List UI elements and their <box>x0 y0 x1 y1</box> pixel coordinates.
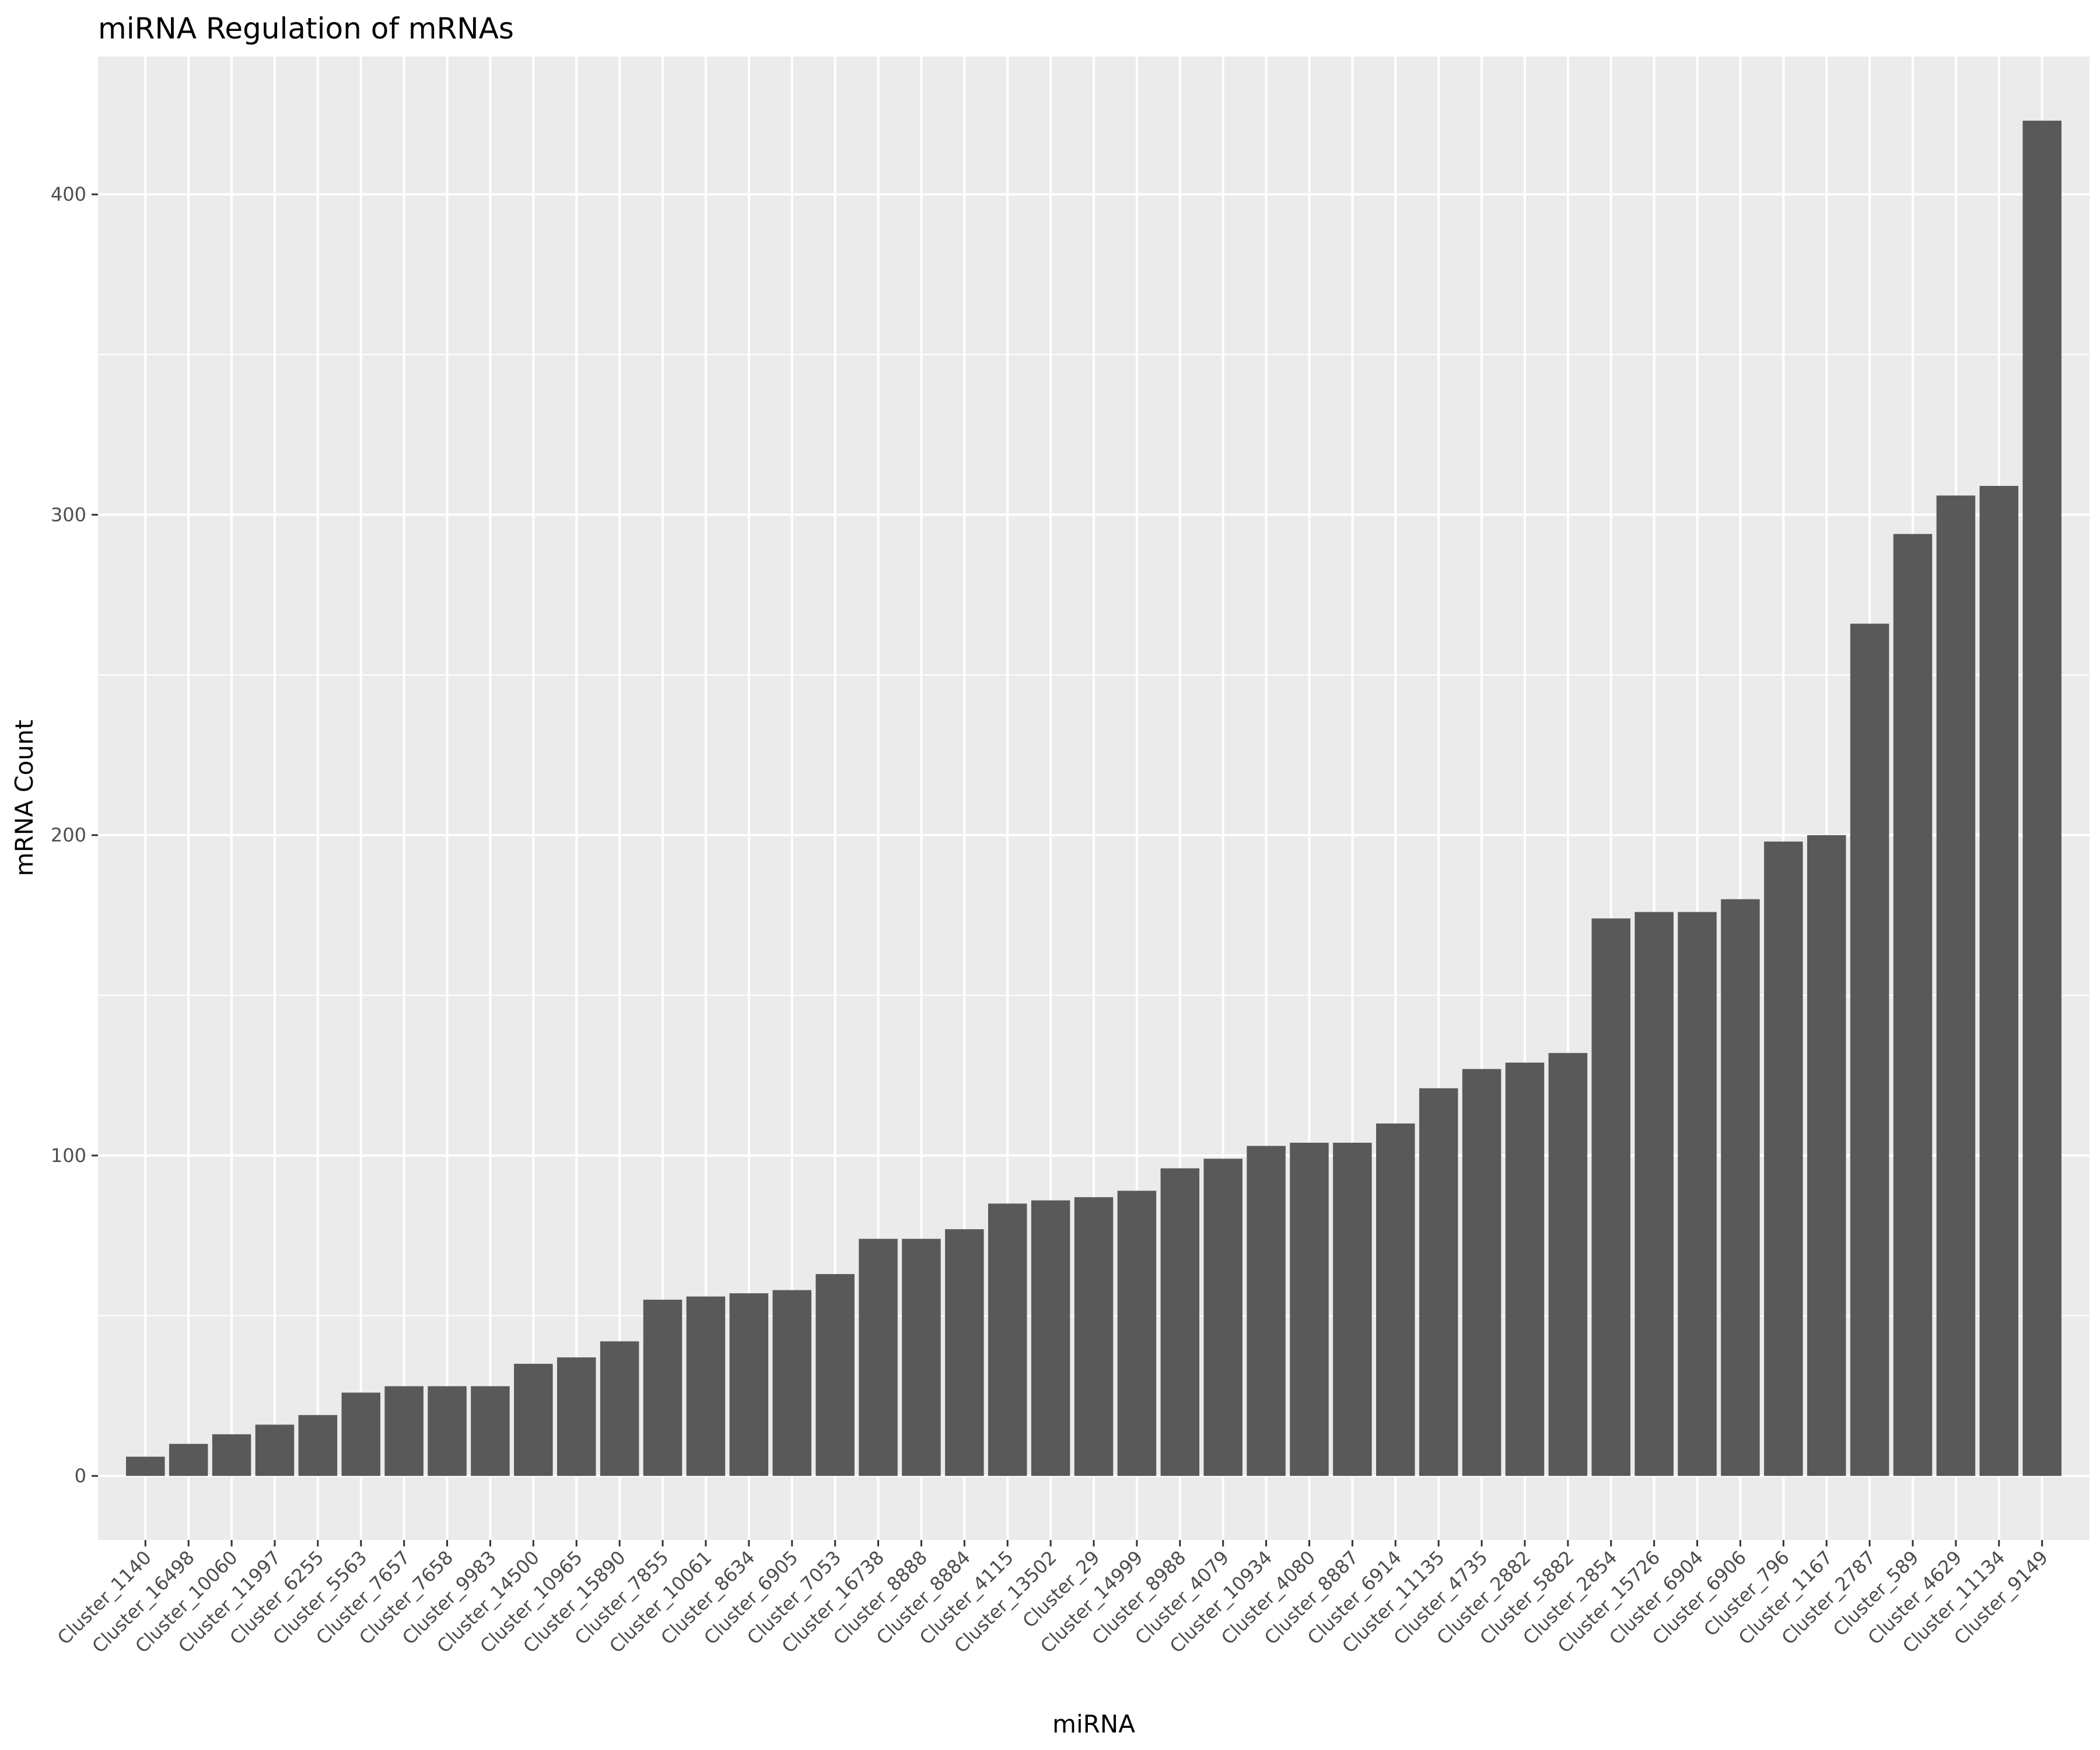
y-tick-label: 100 <box>51 1144 86 1167</box>
bar-cluster-5563 <box>341 1392 381 1476</box>
bar-cluster-8634 <box>729 1293 769 1476</box>
bar-cluster-6914 <box>1376 1123 1415 1476</box>
y-tick-label: 200 <box>51 824 86 846</box>
bar-cluster-6905 <box>772 1290 811 1476</box>
bar-cluster-11135 <box>1419 1088 1458 1476</box>
bar-cluster-6255 <box>298 1415 338 1476</box>
bar-cluster-15726 <box>1634 912 1674 1476</box>
bar-cluster-4079 <box>1203 1158 1242 1476</box>
y-tick-label: 0 <box>75 1465 86 1487</box>
bar-cluster-14999 <box>1117 1191 1157 1476</box>
bar-cluster-4735 <box>1462 1069 1502 1476</box>
bar-cluster-8887 <box>1333 1142 1372 1476</box>
bar-cluster-4080 <box>1290 1142 1329 1476</box>
bar-cluster-14500 <box>514 1363 553 1476</box>
bar-cluster-10965 <box>556 1357 596 1476</box>
bar-cluster-589 <box>1893 534 1933 1476</box>
bar-cluster-4115 <box>988 1203 1027 1476</box>
bar-cluster-2854 <box>1591 918 1631 1476</box>
y-tick-label: 400 <box>51 183 86 205</box>
x-axis-title: miRNA <box>1052 1710 1135 1738</box>
bar-cluster-8988 <box>1160 1168 1200 1476</box>
bar-cluster-1167 <box>1807 835 1846 1476</box>
bar-cluster-11997 <box>255 1424 295 1476</box>
y-tick-label: 300 <box>51 503 86 526</box>
bar-cluster-9983 <box>471 1386 510 1476</box>
bar-cluster-6904 <box>1678 912 1717 1476</box>
bar-cluster-4629 <box>1936 495 1976 1476</box>
y-axis-title: mRNA Count <box>10 720 38 876</box>
bar-cluster-16498 <box>169 1444 208 1476</box>
bar-cluster-10934 <box>1247 1146 1286 1476</box>
bar-cluster-7855 <box>643 1300 682 1476</box>
bar-cluster-29 <box>1074 1197 1114 1476</box>
bar-cluster-8888 <box>902 1238 941 1476</box>
bar-cluster-16738 <box>859 1238 898 1476</box>
bar-cluster-7658 <box>428 1386 467 1476</box>
bar-cluster-8884 <box>945 1229 984 1476</box>
bar-cluster-5882 <box>1548 1053 1588 1476</box>
bar-cluster-10060 <box>212 1434 251 1476</box>
bar-cluster-10061 <box>686 1296 726 1476</box>
bar-cluster-7657 <box>384 1386 424 1476</box>
chart-title: miRNA Regulation of mRNAs <box>98 12 514 46</box>
bar-cluster-796 <box>1764 841 1803 1476</box>
bar-cluster-9149 <box>2022 120 2062 1476</box>
bars <box>126 120 2062 1476</box>
bar-cluster-2882 <box>1505 1062 1545 1476</box>
bar-cluster-15890 <box>600 1341 639 1476</box>
bar-cluster-11134 <box>1979 485 2019 1476</box>
bar-cluster-2787 <box>1850 624 1889 1476</box>
bar-cluster-7053 <box>816 1274 855 1476</box>
bar-cluster-6906 <box>1721 899 1760 1476</box>
bar-cluster-1140 <box>126 1457 165 1476</box>
bar-cluster-13502 <box>1031 1200 1070 1476</box>
